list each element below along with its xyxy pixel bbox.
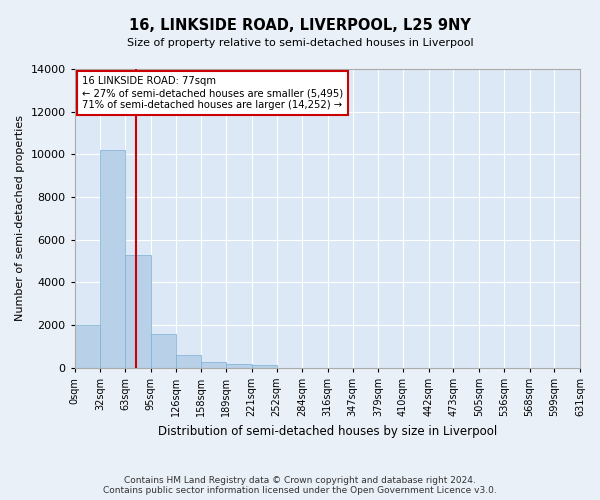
Bar <box>125 254 151 368</box>
Bar <box>100 150 125 368</box>
Bar <box>201 362 226 368</box>
Bar <box>75 325 100 368</box>
Bar <box>151 334 176 368</box>
Bar <box>251 365 277 368</box>
Text: Size of property relative to semi-detached houses in Liverpool: Size of property relative to semi-detach… <box>127 38 473 48</box>
Bar <box>176 355 201 368</box>
Text: 16, LINKSIDE ROAD, LIVERPOOL, L25 9NY: 16, LINKSIDE ROAD, LIVERPOOL, L25 9NY <box>129 18 471 32</box>
Bar <box>226 364 251 368</box>
Y-axis label: Number of semi-detached properties: Number of semi-detached properties <box>15 116 25 322</box>
X-axis label: Distribution of semi-detached houses by size in Liverpool: Distribution of semi-detached houses by … <box>158 424 497 438</box>
Text: 16 LINKSIDE ROAD: 77sqm
← 27% of semi-detached houses are smaller (5,495)
71% of: 16 LINKSIDE ROAD: 77sqm ← 27% of semi-de… <box>82 76 343 110</box>
Text: Contains HM Land Registry data © Crown copyright and database right 2024.
Contai: Contains HM Land Registry data © Crown c… <box>103 476 497 495</box>
